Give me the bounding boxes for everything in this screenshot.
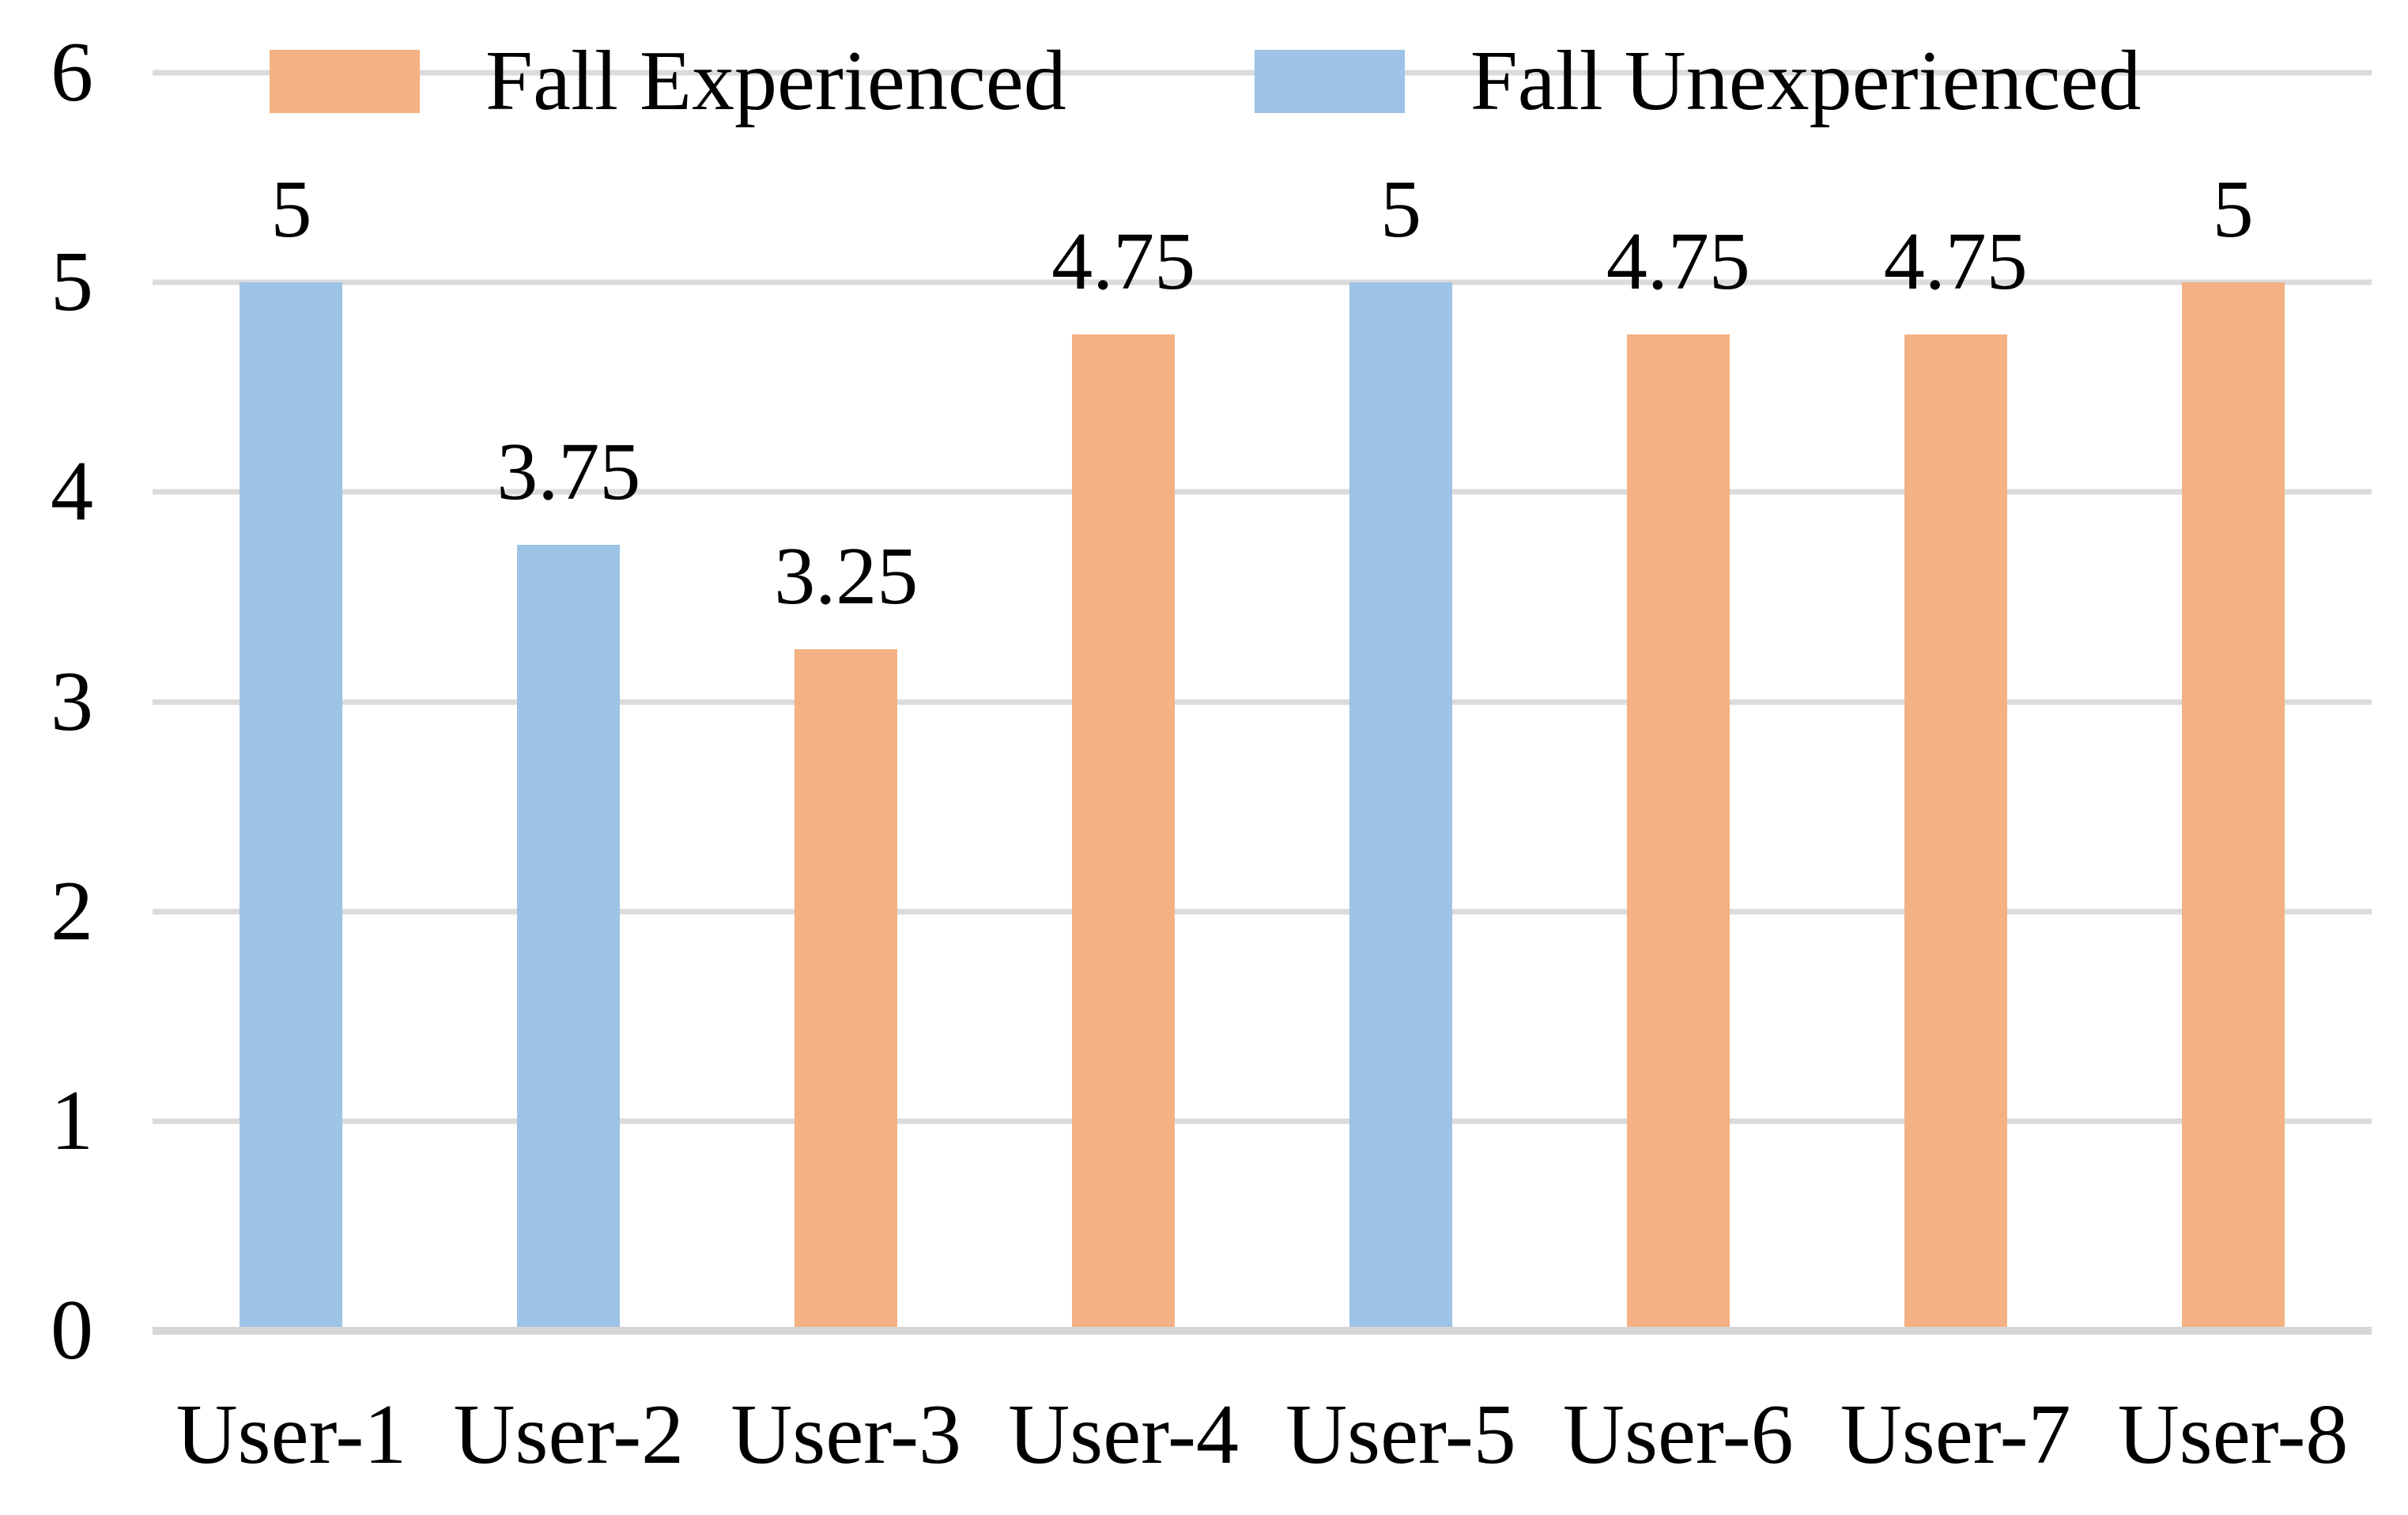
x-tick-label: User-7 [1840, 1388, 2071, 1482]
x-tick-label: User-6 [1562, 1388, 1794, 1482]
legend-swatch [270, 50, 420, 113]
legend-swatch [1254, 50, 1405, 113]
category-cell: 3.25 [708, 73, 985, 1331]
gridline [153, 279, 2372, 285]
gridline [153, 909, 2372, 915]
bar-value-label: 4.75 [1606, 215, 1750, 307]
x-tick-label: User-3 [730, 1388, 962, 1482]
category-cell: 4.75 [1817, 73, 2094, 1331]
category-cell: 4.75 [985, 73, 1263, 1331]
legend-item: Fall Experienced [270, 39, 1066, 124]
bar [2181, 282, 2285, 1327]
gridline [153, 699, 2372, 705]
legend-label: Fall Unexperienced [1470, 34, 2142, 128]
category-cell: 3.75 [430, 73, 708, 1331]
y-tick-label: 3 [51, 654, 93, 749]
y-tick-label: 4 [51, 444, 93, 539]
bar [1904, 334, 2007, 1327]
bar [1349, 282, 1452, 1327]
x-axis-baseline [153, 1327, 2372, 1335]
bar-value-label: 5 [1380, 163, 1421, 255]
gridline [153, 1118, 2372, 1124]
category-cell: 5 [2094, 73, 2372, 1331]
bar-value-label: 3.75 [496, 425, 641, 517]
bars-container: 5 3.75 3.25 4.75 5 4.75 4.75 5 [153, 73, 2372, 1331]
category-cell: 5 [1263, 73, 1540, 1331]
bar-value-label: 4.75 [1883, 215, 2028, 307]
y-tick-label: 5 [51, 235, 93, 330]
legend-item: Fall Unexperienced [1254, 34, 2142, 128]
x-tick-label: User-2 [453, 1388, 685, 1482]
y-tick-label: 1 [51, 1073, 93, 1168]
bar-value-label: 3.25 [774, 530, 919, 621]
bar [1072, 334, 1176, 1327]
bar-value-label: 5 [2212, 163, 2254, 255]
y-tick-label: 2 [51, 863, 93, 958]
x-tick-label: User-1 [176, 1388, 407, 1482]
y-tick-label: 0 [51, 1283, 93, 1377]
bar-value-label: 5 [270, 163, 312, 255]
x-tick-label: User-8 [2117, 1388, 2349, 1482]
bar-value-label: 4.75 [1051, 215, 1196, 307]
category-cell: 4.75 [1539, 73, 1817, 1331]
category-cell: 5 [153, 73, 430, 1331]
legend-label: Fall Experienced [485, 34, 1066, 128]
x-tick-label: User-4 [1008, 1388, 1239, 1482]
bar [240, 282, 343, 1327]
bar [517, 545, 621, 1327]
gridline [153, 489, 2372, 495]
bar [794, 649, 898, 1327]
x-axis: User-1 User-2 User-3 User-4 User-5 User-6 User… [153, 1386, 2372, 1484]
plot-area: 5 3.75 3.25 4.75 5 4.75 4.75 5 [153, 70, 2372, 1335]
chart-legend: Fall Experienced Fall Unexperienced [270, 39, 2141, 124]
bar [1626, 334, 1730, 1327]
x-tick-label: User-5 [1285, 1388, 1516, 1482]
y-tick-label: 6 [51, 25, 93, 119]
